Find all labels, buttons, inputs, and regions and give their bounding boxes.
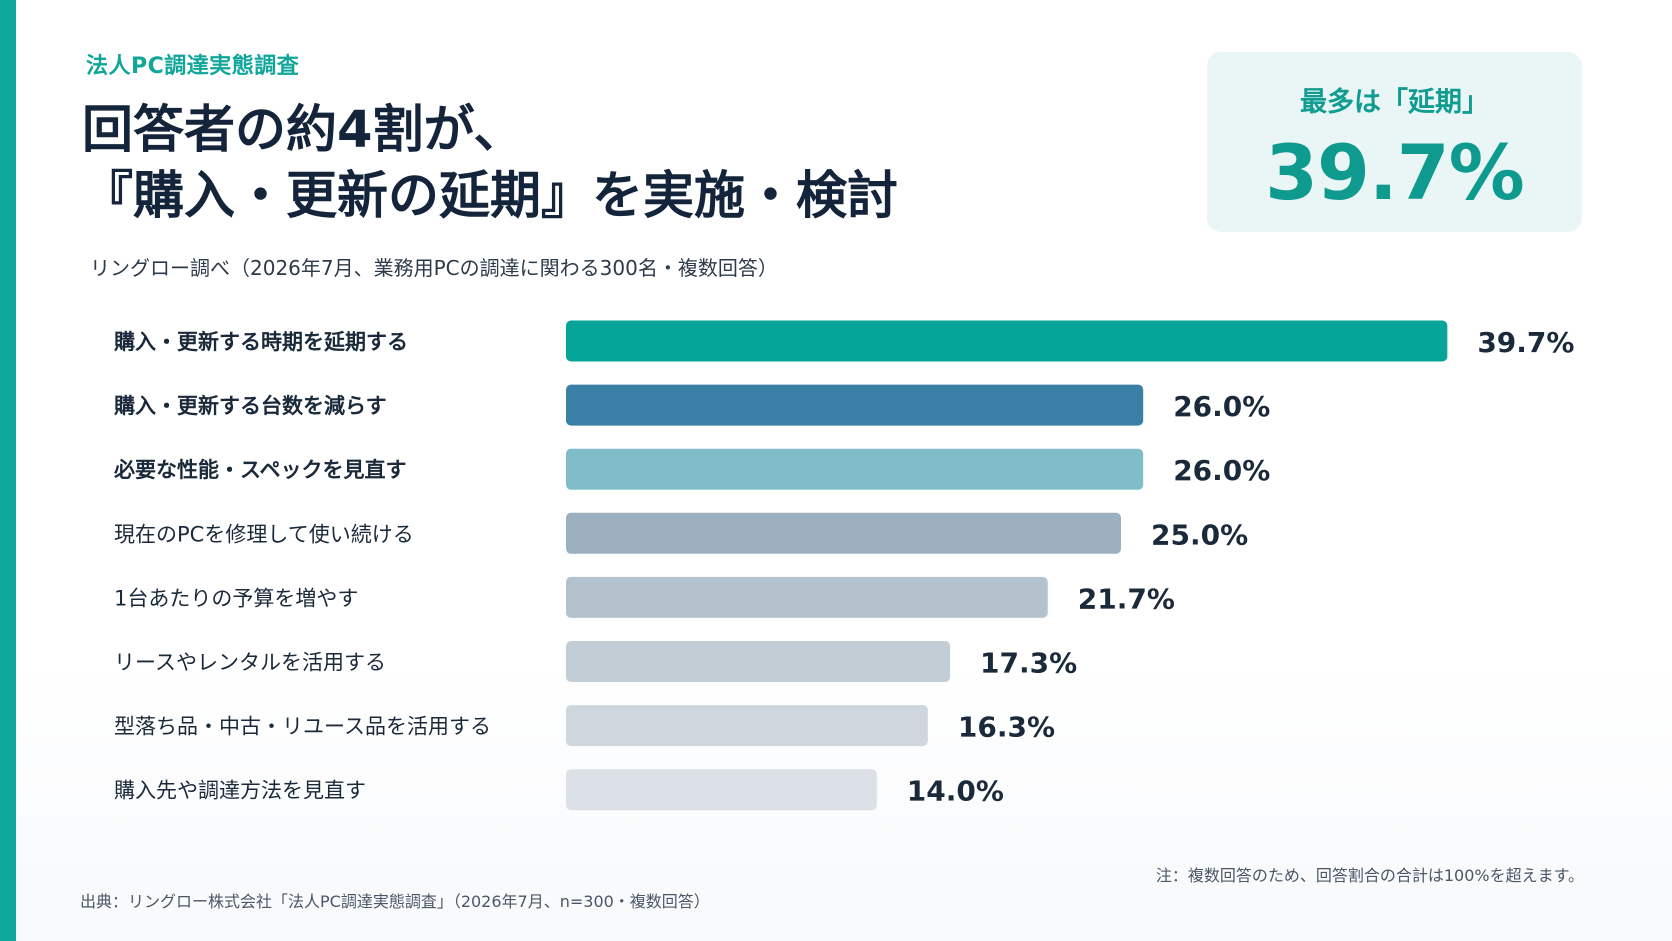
- survey-eyebrow: 法人PC調達実態調査: [86, 54, 300, 79]
- category-label: 型落ち品・中古・リユース品を活用する: [114, 715, 491, 739]
- value-label: 26.0%: [1173, 390, 1270, 423]
- bar: [566, 448, 1144, 490]
- value-label: 17.3%: [980, 647, 1077, 680]
- headline-line-2: 『購入・更新の延期』を実施・検討: [82, 167, 899, 226]
- category-label: 現在のPCを修理して使い続ける: [114, 522, 414, 546]
- bar: [566, 641, 951, 682]
- category-label: 購入・更新する台数を減らす: [113, 394, 387, 418]
- category-label: 必要な性能・スペックを見直す: [114, 458, 407, 482]
- bar: [566, 769, 877, 811]
- category-label: リースやレンタルを活用する: [114, 651, 386, 675]
- footnote: 注：複数回答のため、回答割合の合計は100%を超えます。: [1155, 866, 1584, 885]
- callout-value: 39.7%: [1265, 128, 1525, 217]
- bar: [566, 320, 1448, 362]
- headline-line-1: 回答者の約4割が、: [82, 101, 525, 160]
- headline: 回答者の約4割が、 『購入・更新の延期』を実施・検討: [82, 98, 898, 230]
- highlight-callout: 最多は「延期」 39.7%: [1207, 52, 1582, 232]
- category-label: 購入先や調達方法を見直す: [114, 779, 366, 803]
- bar: [566, 512, 1121, 554]
- bar: [566, 576, 1048, 618]
- value-label: 26.0%: [1173, 454, 1270, 487]
- value-label: 16.3%: [958, 711, 1055, 744]
- value-label: 21.7%: [1078, 582, 1175, 615]
- value-label: 14.0%: [907, 775, 1004, 808]
- accent-bar: [0, 0, 16, 941]
- category-label: 1台あたりの予算を増やす: [114, 586, 358, 610]
- value-label: 25.0%: [1151, 518, 1248, 551]
- bar: [566, 705, 928, 747]
- bar: [566, 384, 1144, 426]
- value-label: 39.7%: [1477, 326, 1574, 359]
- callout-label: 最多は「延期」: [1300, 87, 1489, 118]
- category-label: 購入・更新する時期を延期する: [113, 330, 408, 354]
- survey-subtitle: リングロー調べ（2026年7月、業務用PCの調達に関わる300名・複数回答）: [90, 256, 778, 280]
- source-credit: 出典：リングロー株式会社「法人PC調達実態調査」（2026年7月、n=300・複…: [80, 892, 710, 911]
